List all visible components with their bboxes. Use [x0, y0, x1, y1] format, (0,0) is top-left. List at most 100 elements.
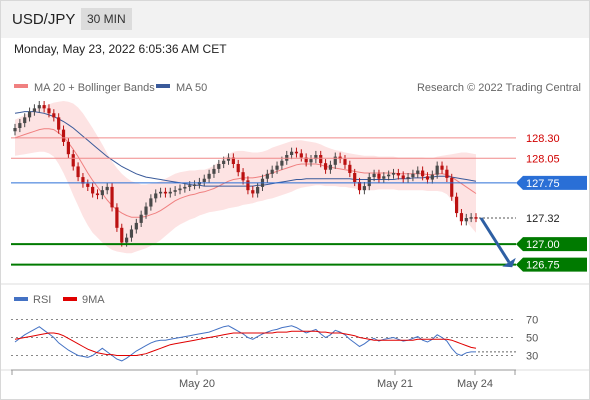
candle-body — [86, 183, 90, 187]
candle-body — [13, 128, 17, 132]
candle-body — [294, 151, 299, 154]
candle-body — [314, 155, 318, 160]
candle-body — [435, 165, 439, 175]
candle-body — [217, 164, 221, 169]
candle-body — [110, 186, 114, 208]
ma20-legend-swatch — [14, 84, 28, 88]
candle-body — [333, 156, 337, 165]
forecast-arrow-head — [502, 257, 516, 268]
candle-body — [173, 190, 177, 192]
candle-body — [37, 105, 41, 109]
series-9ma-line — [14, 330, 477, 356]
candle-body — [231, 157, 235, 164]
ma9-legend-label: 9MA — [82, 294, 105, 306]
candle-body — [367, 177, 371, 187]
support-level-127-00-tag — [516, 237, 587, 252]
candle-body — [27, 111, 32, 118]
candle-body — [57, 117, 61, 130]
candle-body — [129, 229, 134, 238]
candle-body — [469, 217, 473, 219]
candle-body — [421, 170, 425, 177]
candle-body — [391, 173, 396, 175]
support-level-127-00-label: 127.00 — [526, 239, 560, 251]
candle-body — [353, 173, 357, 182]
candle-body — [144, 206, 148, 215]
candle-body — [299, 153, 303, 158]
candle-body — [168, 191, 172, 194]
candle-body — [163, 191, 168, 194]
candle-body — [411, 173, 415, 178]
candle-body — [66, 141, 70, 155]
candle-body — [430, 174, 434, 180]
candle-body — [91, 186, 95, 194]
candle-body — [134, 222, 138, 230]
pivot-level-127-75-tag — [516, 175, 587, 190]
rsi-legend-label: RSI — [33, 294, 51, 306]
candle-body — [120, 227, 124, 243]
candle-body — [23, 117, 27, 124]
candle-body — [236, 164, 240, 173]
candle-body — [52, 113, 56, 118]
ma9-legend-swatch — [63, 297, 77, 301]
chart-svg: MA 20 + Bollinger Bands MA 50 Research ©… — [1, 82, 589, 390]
candle-body — [115, 207, 119, 228]
support-level-126-75-tag — [516, 257, 587, 272]
candle-body — [256, 186, 260, 194]
rsi-panel: 70 50 30 — [11, 315, 538, 363]
candle-body — [42, 105, 46, 109]
price-levels: 128.30 128.05 127.75 127.32 127.00 126.75 — [11, 133, 587, 272]
forecast-arrow-shaft — [479, 217, 511, 263]
rsi-tick-30: 30 — [526, 351, 538, 363]
candle-body — [158, 191, 163, 194]
candle-body — [207, 173, 211, 179]
candle-body — [71, 154, 75, 167]
candle-body — [270, 169, 274, 174]
price-panel — [13, 101, 478, 254]
candle-body — [202, 178, 206, 182]
candle-body — [95, 193, 100, 196]
candle-body — [377, 173, 381, 179]
candle-body — [372, 173, 376, 178]
candle-body — [396, 173, 400, 176]
candle-body — [226, 157, 231, 161]
candle-body — [450, 177, 454, 197]
candle-body — [188, 185, 192, 187]
candle-body — [459, 213, 464, 222]
candle-body — [192, 184, 197, 186]
resistance-level-128-05-label: 128.05 — [526, 153, 560, 165]
candle-body — [290, 151, 294, 155]
candle-body — [246, 180, 250, 191]
credit-label: Research © 2022 Trading Central — [417, 82, 581, 94]
candle-body — [304, 157, 308, 163]
timeframe-button[interactable]: 30 MIN — [81, 8, 132, 30]
x-tick-label: May 21 — [377, 378, 413, 390]
candle-body — [319, 155, 323, 164]
timestamp: Monday, May 23, 2022 6:05:36 AM CET — [14, 42, 227, 56]
candle-body — [76, 166, 80, 178]
candle-body — [154, 193, 158, 199]
ma20-legend-label: MA 20 + Bollinger Bands — [34, 82, 155, 94]
candle-body — [362, 186, 366, 191]
candle-body — [343, 159, 347, 165]
candle-body — [348, 164, 352, 173]
rsi-tick-70: 70 — [526, 315, 538, 327]
candle-body — [309, 159, 313, 163]
candle-body — [464, 218, 468, 222]
candle-body — [32, 108, 37, 112]
pivot-level-127-75-label: 127.75 — [526, 178, 560, 190]
x-tick-label: May 24 — [457, 378, 493, 390]
candle-body — [81, 177, 85, 184]
candle-body — [387, 174, 391, 177]
rsi-legend-swatch — [14, 297, 28, 301]
ma50-legend-swatch — [156, 84, 170, 88]
candle-body — [212, 168, 216, 174]
candle-body — [265, 173, 269, 179]
candle-body — [241, 172, 245, 181]
candle-body — [61, 129, 66, 142]
candle-body — [275, 165, 279, 170]
ma50-line — [14, 111, 477, 187]
candle-body — [445, 169, 449, 178]
header-bar: USD/JPY 30 MIN — [1, 1, 589, 38]
rsi-tick-50: 50 — [526, 333, 538, 345]
